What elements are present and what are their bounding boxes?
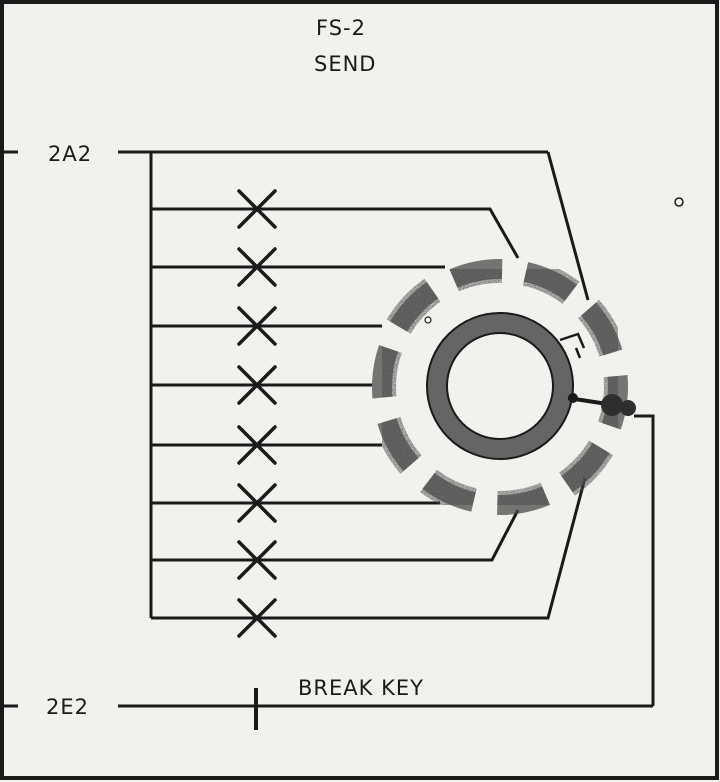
wire-8 xyxy=(151,477,587,620)
crosspoint-x xyxy=(237,425,277,465)
inner-ring xyxy=(427,313,573,459)
wiper-arrow xyxy=(559,332,586,359)
outer-ring-segments-base xyxy=(372,259,628,515)
crosspoint-x xyxy=(237,365,277,405)
crosspoint-x xyxy=(237,306,277,346)
wire-7 xyxy=(151,509,520,562)
crosspoint-x xyxy=(237,247,277,287)
speckle xyxy=(424,316,432,324)
terminal-2a2-to-wiper xyxy=(546,151,590,301)
crosspoint-marks xyxy=(237,189,277,638)
break-key-label: BREAK KEY xyxy=(298,676,424,700)
speckle xyxy=(674,197,684,207)
rotary-switch xyxy=(368,255,636,519)
crosspoint-wires xyxy=(151,207,587,620)
crosspoint-x xyxy=(237,483,277,523)
inner-ring-edge xyxy=(426,312,574,460)
crosspoint-x xyxy=(237,598,277,638)
return-wire xyxy=(634,414,655,706)
diagram-title-line2: SEND xyxy=(314,52,377,76)
hub-dot xyxy=(568,393,578,403)
diagram-title-line1: FS-2 xyxy=(316,16,366,40)
wiper-contact xyxy=(601,394,623,416)
terminal-label-2e2: 2E2 xyxy=(46,695,89,719)
crosspoint-x xyxy=(237,540,277,580)
wiper-pivot xyxy=(620,400,636,416)
terminal-label-2a2: 2A2 xyxy=(48,142,93,166)
wire-1 xyxy=(151,207,520,259)
inner-ring-hole xyxy=(446,332,554,440)
crosspoint-x xyxy=(237,189,277,229)
